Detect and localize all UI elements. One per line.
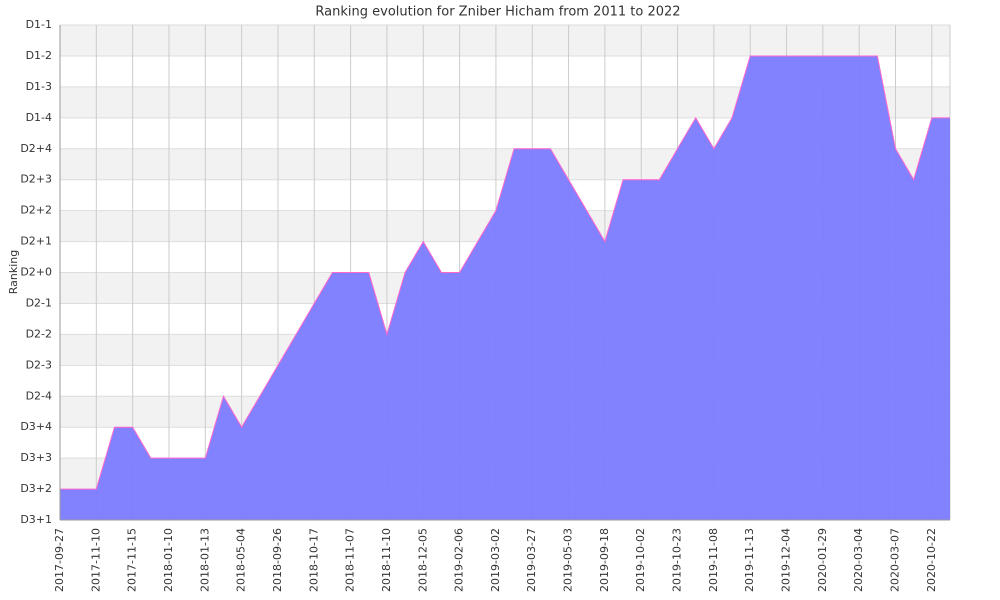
x-tick-label: 2018-11-07 — [344, 528, 357, 592]
x-tick-label: 2020-03-04 — [852, 528, 865, 592]
grid-band — [60, 25, 950, 56]
x-tick-label: 2019-03-27 — [525, 528, 538, 592]
x-tick-label: 2018-09-26 — [271, 528, 284, 592]
x-tick-label: 2018-01-13 — [198, 528, 211, 592]
x-tick-label: 2019-02-06 — [453, 528, 466, 592]
y-tick-label: D2+4 — [20, 142, 52, 155]
x-tick-label: 2020-10-22 — [925, 528, 938, 592]
x-tick-label: 2020-03-07 — [889, 528, 902, 592]
x-tick-label: 2017-09-27 — [53, 528, 66, 592]
x-tick-label: 2018-01-10 — [162, 528, 175, 592]
y-tick-label: D2-2 — [26, 327, 52, 340]
x-tick-label: 2019-11-13 — [743, 528, 756, 592]
y-tick-label: D3+1 — [20, 513, 52, 526]
x-tick-label: 2018-11-10 — [380, 528, 393, 592]
chart-title: Ranking evolution for Zniber Hicham from… — [315, 5, 680, 20]
x-tick-label: 2019-12-04 — [780, 528, 793, 592]
y-tick-label: D2-1 — [26, 296, 52, 309]
y-tick-label: D3+4 — [20, 420, 52, 433]
x-tick-label: 2019-10-23 — [671, 528, 684, 592]
x-tick-label: 2017-11-10 — [89, 528, 102, 592]
y-tick-label: D1-1 — [26, 18, 52, 31]
y-tick-label: D3+2 — [20, 482, 52, 495]
x-tick-label: 2019-09-18 — [598, 528, 611, 592]
y-tick-label: D2-3 — [26, 358, 52, 371]
y-tick-label: D2+0 — [20, 266, 52, 279]
x-tick-label: 2019-03-02 — [489, 528, 502, 592]
y-tick-label: D2-4 — [26, 389, 52, 402]
y-axis-label: Ranking — [7, 250, 20, 295]
x-tick-label: 2020-01-29 — [816, 528, 829, 592]
y-tick-label: D1-4 — [26, 111, 52, 124]
x-tick-label: 2019-05-03 — [562, 528, 575, 592]
line — [60, 55, 950, 490]
y-tick-label: D2+1 — [20, 235, 52, 248]
x-tick-label: 2018-05-04 — [235, 528, 248, 592]
x-tick-label: 2019-11-08 — [707, 528, 720, 592]
y-tick-label: D2+3 — [20, 173, 52, 186]
x-tick-label: 2019-10-02 — [634, 528, 647, 592]
y-tick-label: D2+2 — [20, 204, 52, 217]
y-tick-label: D1-3 — [26, 80, 52, 93]
x-tick-label: 2017-11-15 — [126, 528, 139, 592]
x-tick-label: 2018-12-05 — [416, 528, 429, 592]
x-tick-label: 2018-10-17 — [307, 528, 320, 592]
y-tick-label: D1-2 — [26, 49, 52, 62]
area — [60, 55, 950, 520]
y-tick-label: D3+3 — [20, 451, 52, 464]
